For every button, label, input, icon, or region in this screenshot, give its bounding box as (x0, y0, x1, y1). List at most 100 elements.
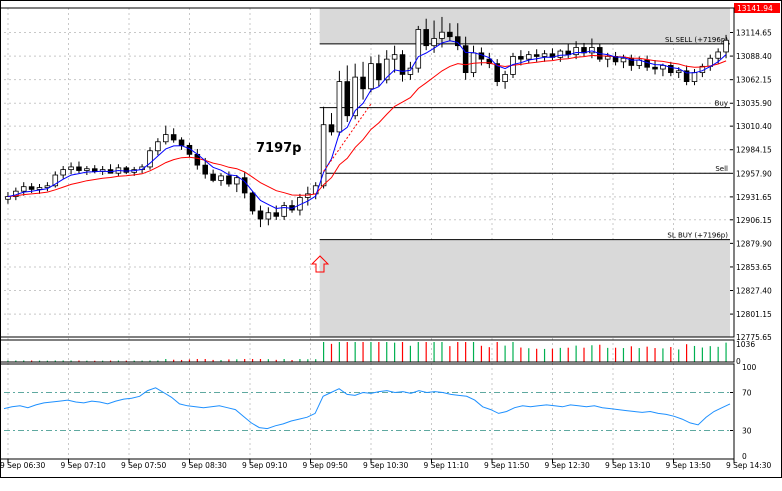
candle-body (478, 52, 485, 60)
ma-fast-line (7, 40, 727, 210)
oscillator-tick-label: 0 (742, 452, 747, 461)
annotation-label: 7197p (256, 141, 302, 156)
candle-body (320, 124, 327, 187)
candle-body (368, 63, 374, 90)
ma-slow-line (7, 54, 727, 198)
oscillator-tick-label: 70 (742, 389, 752, 398)
candle-body (376, 63, 382, 81)
price-tick-label: 13035.90 (736, 99, 772, 108)
price-tick-label: 12984.15 (736, 146, 772, 155)
candle-body (518, 56, 524, 60)
candle-body (604, 56, 611, 60)
candle-body (68, 166, 74, 171)
price-tick-label: 12853.65 (736, 263, 772, 272)
candle-body (28, 186, 35, 190)
shaded-zone-0 (319, 8, 730, 44)
time-tick-label: 9 Sep 08:30 (182, 461, 228, 470)
price-tick-label: 12827.40 (736, 287, 772, 296)
time-tick-label: 9 Sep 12:30 (545, 461, 591, 470)
candle-body (644, 59, 650, 68)
time-tick-label: 9 Sep 09:50 (303, 461, 349, 470)
time-tick-label: 9 Sep 11:10 (424, 461, 470, 470)
current-price-badge (734, 3, 780, 13)
candle-body (328, 124, 335, 133)
candle-body (715, 51, 721, 59)
price-tick-label: 12801.15 (736, 310, 772, 319)
level-label-0: SL SELL (+7196p) (665, 36, 728, 44)
candle-body (668, 65, 674, 74)
oscillator-tick-label: 30 (742, 427, 752, 436)
candle-body (431, 38, 437, 47)
candle-body (399, 54, 406, 75)
candle-body (494, 63, 500, 82)
time-tick-label: 9 Sep 09:10 (242, 461, 288, 470)
shaded-zone-1 (319, 239, 730, 337)
shaded-zones (319, 8, 730, 337)
candle-body (447, 31, 453, 38)
volume-panel: 1036 0 (7, 340, 755, 366)
candle-body (691, 72, 698, 82)
candle-body (265, 212, 272, 220)
candles (5, 16, 729, 228)
time-tick-label: 9 Sep 06:30 (0, 461, 46, 470)
price-tick-label: 12906.15 (736, 216, 772, 225)
candle-body (281, 205, 287, 217)
price-tick-label: 13088.40 (736, 52, 772, 61)
time-tick-label: 9 Sep 13:50 (666, 461, 712, 470)
price-tick-label: 13062.15 (736, 76, 772, 85)
candle-body (723, 39, 729, 53)
candle-body (383, 58, 390, 81)
candle-body (20, 186, 27, 192)
level-label-2: Sell (715, 165, 728, 173)
time-tick-label: 9 Sep 07:10 (61, 461, 107, 470)
level-label-3: SL BUY (+7196p) (667, 232, 728, 240)
candle-body (249, 192, 256, 212)
candle-body (273, 212, 280, 217)
candle-body (147, 150, 153, 168)
candle-body (60, 169, 66, 176)
candle-body (84, 168, 90, 171)
candle-body (155, 141, 161, 152)
time-axis: 9 Sep 06:30 9 Sep 07:10 9 Sep 07:50 9 Sep 0… (0, 459, 772, 470)
candle-body (360, 76, 366, 90)
time-tick-label: 9 Sep 14:30 (726, 461, 772, 470)
oscillator-panel: 100 70 30 0 (3, 363, 757, 461)
price-tick-label: 13010.40 (736, 122, 772, 131)
candle-body (573, 47, 579, 56)
candle-body (226, 175, 232, 185)
candle-body (257, 210, 264, 220)
frame (0, 0, 782, 478)
time-tick-label: 9 Sep 10:30 (363, 461, 409, 470)
candle-body (675, 70, 682, 74)
candle-body (234, 177, 240, 185)
candle-body (439, 31, 445, 39)
candle-body (652, 66, 658, 70)
candle-body (407, 67, 414, 75)
price-tick-label: 12957.90 (736, 169, 772, 178)
candle-body (123, 167, 130, 173)
outer-frame (0, 0, 782, 478)
price-tick-label: 12879.90 (736, 239, 772, 248)
candle-body (336, 81, 343, 133)
candle-body (178, 139, 185, 146)
oscillator-line (3, 387, 731, 430)
current-price-label: 13141.94 (737, 4, 773, 13)
annotation-dashed-line (323, 103, 372, 172)
candle-body (589, 47, 595, 54)
candle-body (241, 177, 248, 194)
candle-body (170, 134, 177, 141)
candle-body (526, 54, 532, 60)
price-axis: 13114.65 13088.40 13062.15 13035.90 13010.40… (730, 3, 780, 342)
signal-arrow-icon (310, 255, 330, 273)
price-tick-label: 12931.65 (736, 193, 772, 202)
level-label-1: Buy (715, 100, 728, 108)
time-tick-label: 9 Sep 07:50 (121, 461, 167, 470)
candle-body (683, 70, 690, 82)
time-tick-label: 9 Sep 11:50 (484, 461, 530, 470)
volume-tick-label: 0 (736, 357, 741, 366)
candle-body (76, 166, 82, 171)
price-tick-label: 12775.65 (736, 333, 772, 342)
candle-body (91, 168, 98, 172)
candle-body (202, 164, 208, 175)
